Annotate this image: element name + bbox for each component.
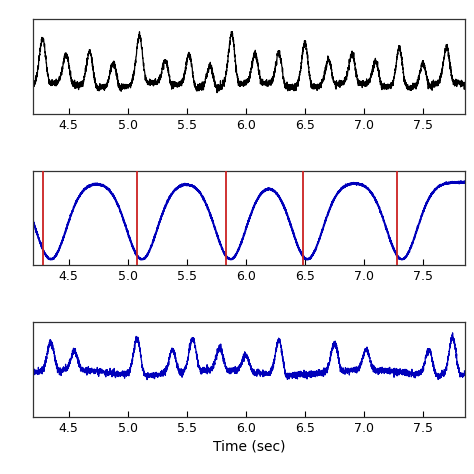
X-axis label: Time (sec): Time (sec) <box>213 439 285 453</box>
